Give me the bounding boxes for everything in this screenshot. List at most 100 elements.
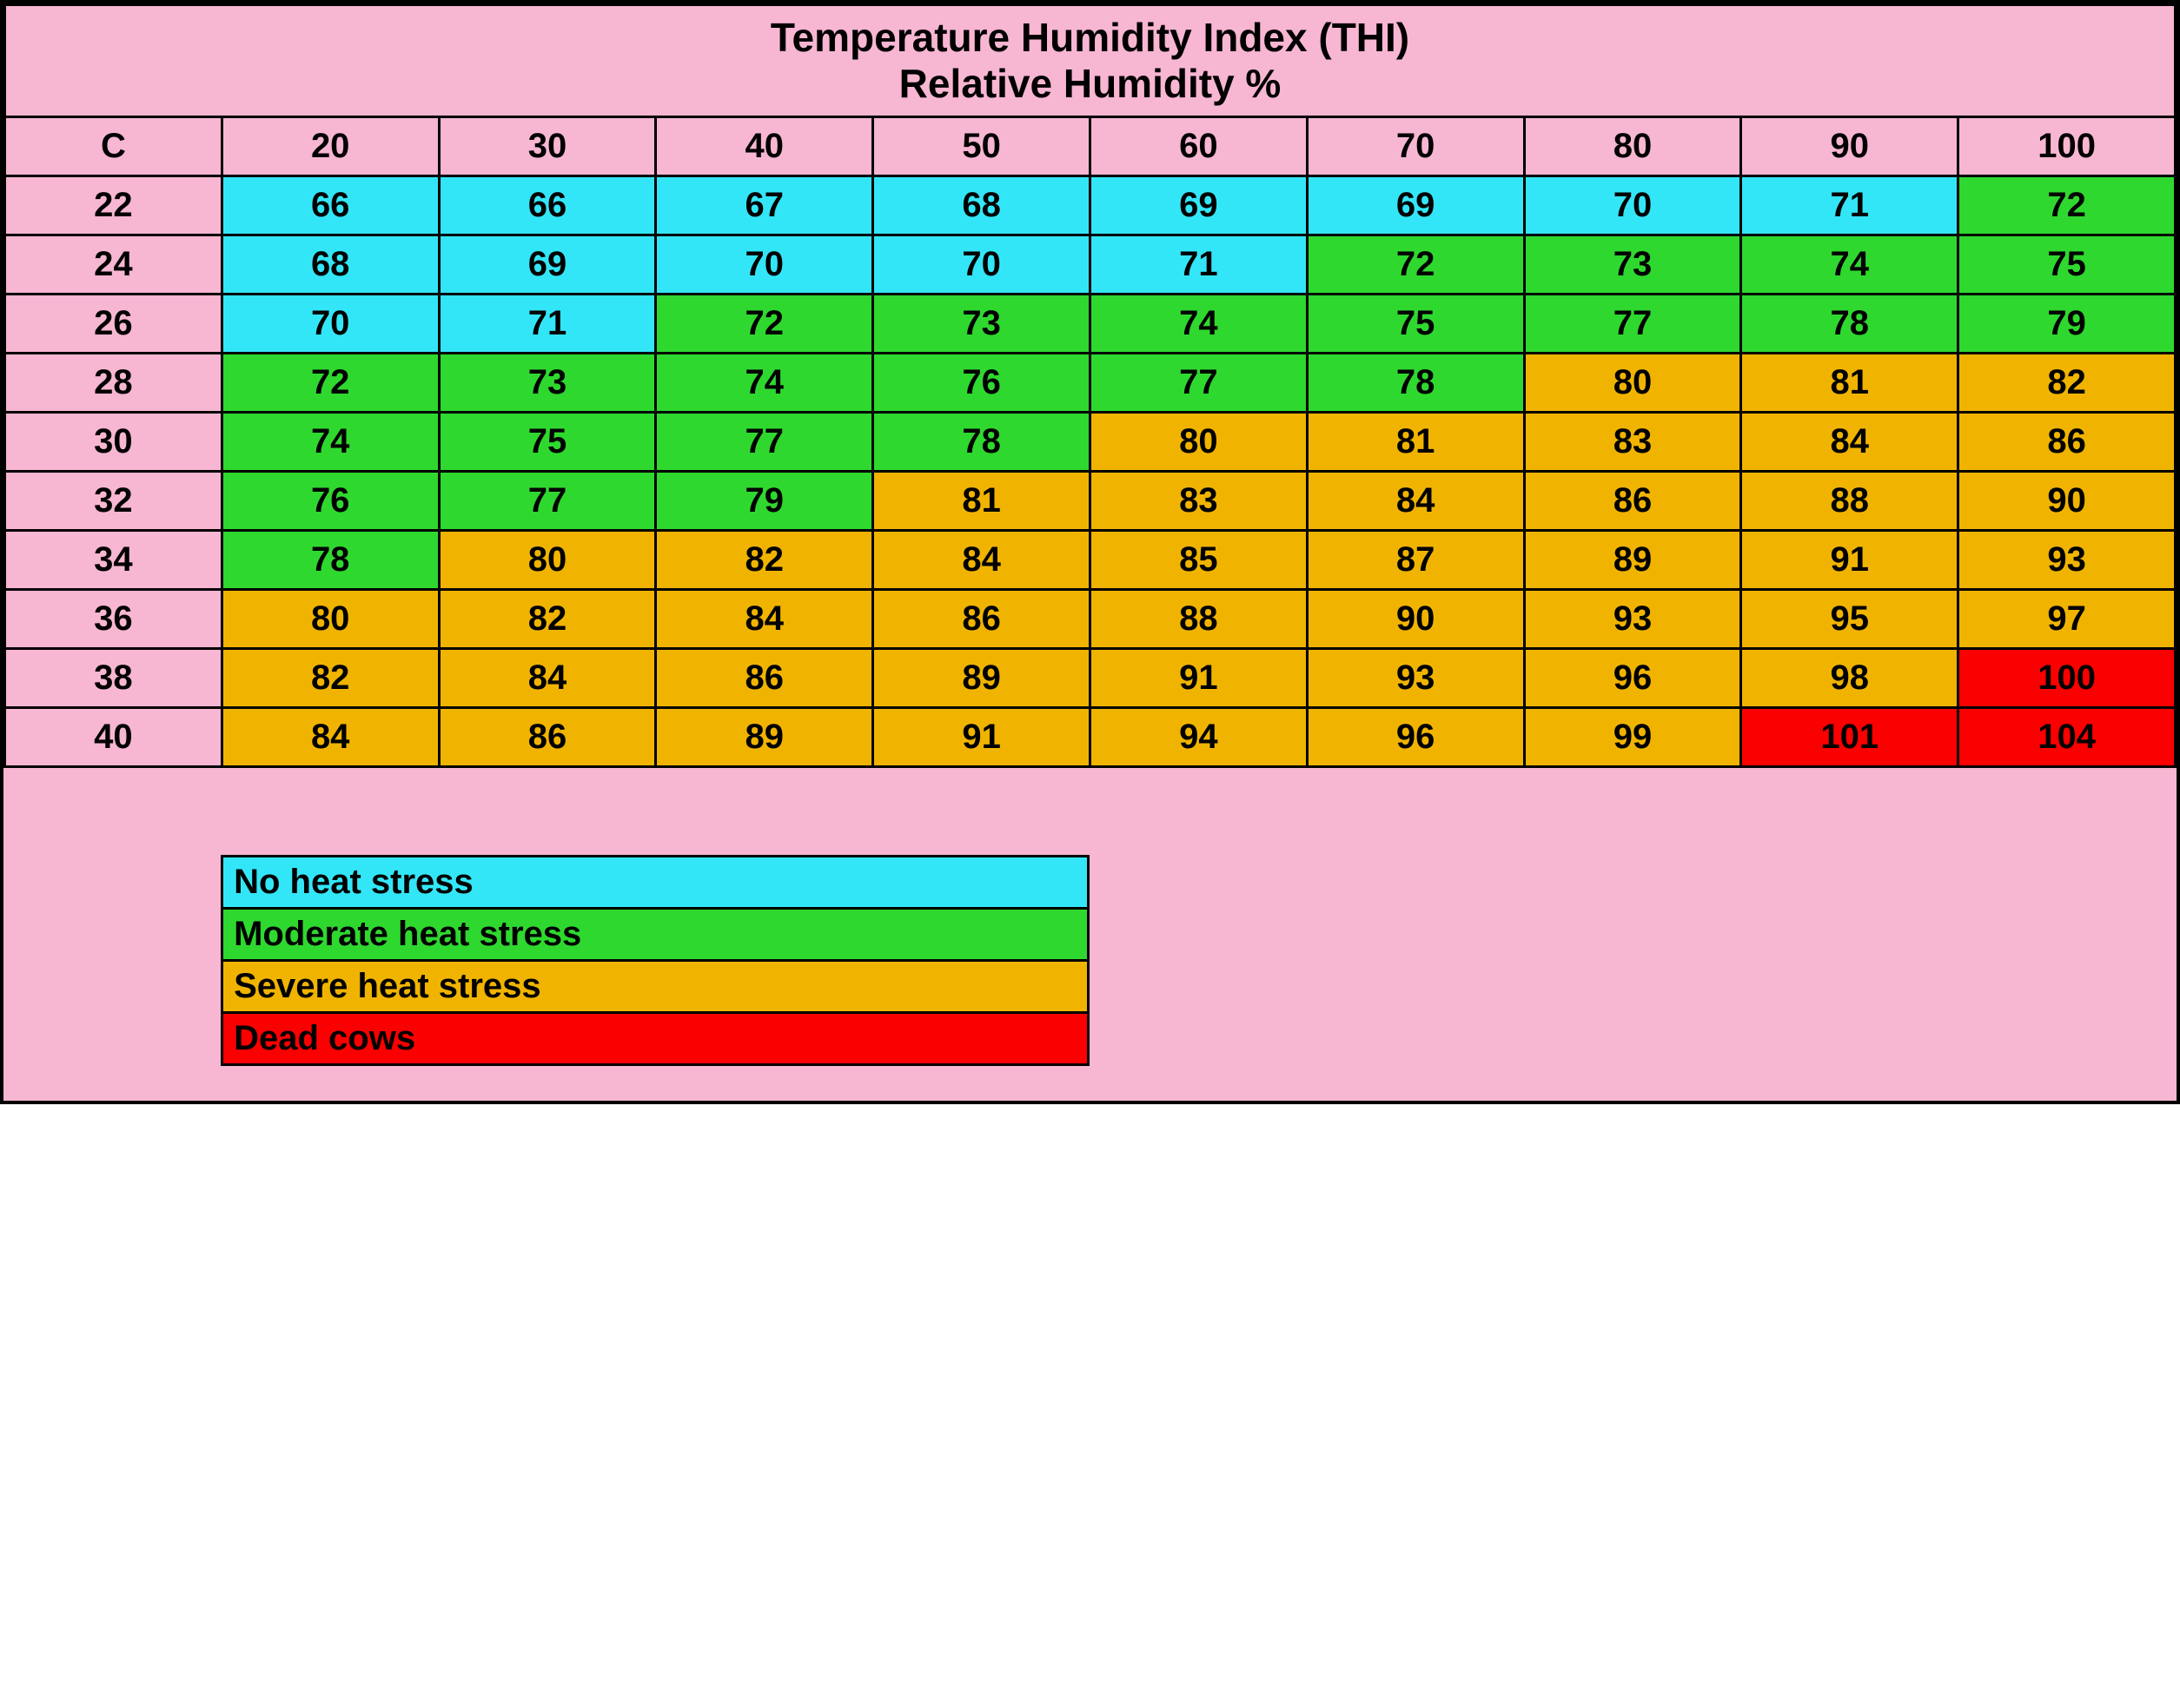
temp-row-header-26: 26 bbox=[5, 294, 222, 353]
thi-cell: 66 bbox=[439, 175, 656, 235]
table-row: 28727374767778808182 bbox=[5, 353, 2176, 412]
temp-row-header-40: 40 bbox=[5, 707, 222, 766]
humidity-header-30: 30 bbox=[439, 116, 656, 175]
thi-cell: 82 bbox=[1958, 353, 2176, 412]
thi-cell: 90 bbox=[1958, 471, 2176, 530]
thi-cell: 93 bbox=[1958, 530, 2176, 589]
thi-cell: 77 bbox=[439, 471, 656, 530]
spacer bbox=[3, 768, 2177, 837]
thi-cell: 70 bbox=[656, 235, 873, 294]
legend-row: No heat stress bbox=[222, 856, 1089, 908]
thi-cell: 88 bbox=[1090, 589, 1307, 648]
temp-row-header-28: 28 bbox=[5, 353, 222, 412]
thi-cell: 99 bbox=[1524, 707, 1741, 766]
thi-cell: 70 bbox=[873, 235, 1090, 294]
thi-cell: 86 bbox=[1958, 412, 2176, 471]
legend-row: Moderate heat stress bbox=[222, 908, 1089, 960]
thi-cell: 78 bbox=[873, 412, 1090, 471]
thi-cell: 82 bbox=[656, 530, 873, 589]
legend-label-severe: Severe heat stress bbox=[222, 960, 1089, 1012]
thi-cell: 90 bbox=[1307, 589, 1524, 648]
table-row: 24686970707172737475 bbox=[5, 235, 2176, 294]
thi-cell: 73 bbox=[873, 294, 1090, 353]
table-row: 26707172737475777879 bbox=[5, 294, 2176, 353]
thi-cell: 71 bbox=[439, 294, 656, 353]
thi-cell: 96 bbox=[1307, 707, 1524, 766]
thi-cell: 93 bbox=[1524, 589, 1741, 648]
thi-cell: 101 bbox=[1741, 707, 1958, 766]
thi-cell: 84 bbox=[439, 648, 656, 707]
thi-cell: 84 bbox=[873, 530, 1090, 589]
thi-cell: 73 bbox=[439, 353, 656, 412]
thi-cell: 72 bbox=[222, 353, 439, 412]
table-row: 32767779818384868890 bbox=[5, 471, 2176, 530]
thi-cell: 104 bbox=[1958, 707, 2176, 766]
temp-row-header-36: 36 bbox=[5, 589, 222, 648]
table-row: 34788082848587899193 bbox=[5, 530, 2176, 589]
temp-row-header-24: 24 bbox=[5, 235, 222, 294]
thi-cell: 91 bbox=[1741, 530, 1958, 589]
thi-cell: 69 bbox=[1307, 175, 1524, 235]
thi-cell: 67 bbox=[656, 175, 873, 235]
thi-cell: 79 bbox=[656, 471, 873, 530]
legend-label-dead: Dead cows bbox=[222, 1012, 1089, 1064]
thi-cell: 75 bbox=[1307, 294, 1524, 353]
thi-cell: 70 bbox=[1524, 175, 1741, 235]
thi-cell: 80 bbox=[439, 530, 656, 589]
humidity-header-row: C 2030405060708090100 bbox=[5, 116, 2176, 175]
legend-table: No heat stressModerate heat stressSevere… bbox=[221, 855, 1090, 1066]
thi-cell: 74 bbox=[1741, 235, 1958, 294]
thi-cell: 72 bbox=[656, 294, 873, 353]
thi-cell: 73 bbox=[1524, 235, 1741, 294]
title-line-1: Temperature Humidity Index (THI) bbox=[771, 15, 1409, 60]
thi-cell: 70 bbox=[222, 294, 439, 353]
thi-cell: 98 bbox=[1741, 648, 1958, 707]
thi-cell: 96 bbox=[1524, 648, 1741, 707]
table-row: 22666667686969707172 bbox=[5, 175, 2176, 235]
thi-cell: 75 bbox=[439, 412, 656, 471]
thi-chart-container: Temperature Humidity Index (THI) Relativ… bbox=[0, 0, 2180, 1104]
thi-cell: 69 bbox=[439, 235, 656, 294]
thi-cell: 86 bbox=[656, 648, 873, 707]
thi-cell: 95 bbox=[1741, 589, 1958, 648]
thi-cell: 71 bbox=[1090, 235, 1307, 294]
thi-cell: 82 bbox=[439, 589, 656, 648]
humidity-header-40: 40 bbox=[656, 116, 873, 175]
thi-cell: 78 bbox=[222, 530, 439, 589]
thi-cell: 75 bbox=[1958, 235, 2176, 294]
thi-cell: 89 bbox=[1524, 530, 1741, 589]
thi-cell: 80 bbox=[222, 589, 439, 648]
thi-cell: 74 bbox=[222, 412, 439, 471]
legend-label-moderate: Moderate heat stress bbox=[222, 908, 1089, 960]
humidity-header-60: 60 bbox=[1090, 116, 1307, 175]
thi-cell: 86 bbox=[1524, 471, 1741, 530]
thi-cell: 91 bbox=[1090, 648, 1307, 707]
thi-cell: 93 bbox=[1307, 648, 1524, 707]
thi-cell: 81 bbox=[1741, 353, 1958, 412]
thi-cell: 78 bbox=[1741, 294, 1958, 353]
thi-cell: 83 bbox=[1090, 471, 1307, 530]
thi-cell: 84 bbox=[656, 589, 873, 648]
thi-cell: 72 bbox=[1958, 175, 2176, 235]
thi-cell: 97 bbox=[1958, 589, 2176, 648]
temp-row-header-34: 34 bbox=[5, 530, 222, 589]
temp-row-header-22: 22 bbox=[5, 175, 222, 235]
humidity-header-100: 100 bbox=[1958, 116, 2176, 175]
thi-cell: 89 bbox=[656, 707, 873, 766]
thi-cell: 91 bbox=[873, 707, 1090, 766]
humidity-header-80: 80 bbox=[1524, 116, 1741, 175]
thi-cell: 83 bbox=[1524, 412, 1741, 471]
thi-cell: 74 bbox=[656, 353, 873, 412]
thi-cell: 86 bbox=[873, 589, 1090, 648]
thi-cell: 84 bbox=[1307, 471, 1524, 530]
thi-cell: 80 bbox=[1090, 412, 1307, 471]
thi-cell: 76 bbox=[222, 471, 439, 530]
thi-cell: 94 bbox=[1090, 707, 1307, 766]
thi-cell: 100 bbox=[1958, 648, 2176, 707]
thi-cell: 77 bbox=[656, 412, 873, 471]
thi-cell: 69 bbox=[1090, 175, 1307, 235]
humidity-header-20: 20 bbox=[222, 116, 439, 175]
thi-cell: 79 bbox=[1958, 294, 2176, 353]
thi-cell: 76 bbox=[873, 353, 1090, 412]
humidity-header-50: 50 bbox=[873, 116, 1090, 175]
